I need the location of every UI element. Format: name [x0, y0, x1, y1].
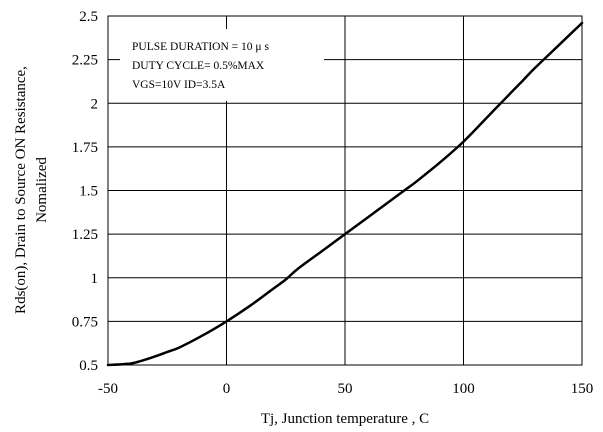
y-axis-label-line-1: Rds(on), Drain to Source ON Resistance,: [13, 66, 29, 314]
y-tick-label: 0.5: [79, 358, 98, 374]
legend-line-1: PULSE DURATION = 10 μ s: [132, 41, 269, 53]
y-tick-label: 1.5: [79, 184, 98, 200]
y-tick-label: 1.25: [72, 227, 98, 243]
y-tick-label: 2: [91, 96, 99, 112]
x-axis-label: Tj, Junction temperature , C: [261, 411, 429, 427]
x-tick-label: 0: [223, 381, 231, 397]
y-tick-label: 0.75: [72, 314, 98, 330]
legend-box: [120, 29, 324, 101]
x-tick-labels: -50 0 50 100 150: [98, 381, 593, 397]
plot-frame: [107, 15, 583, 366]
y-tick-label: 1: [91, 271, 99, 287]
x-tick-label: 100: [452, 381, 475, 397]
x-tick-label: 50: [338, 381, 353, 397]
y-axis-label-line-2: Nomalized: [34, 157, 50, 223]
legend-line-2: DUTY CYCLE= 0.5%MAX: [132, 60, 265, 72]
y-tick-label: 2.5: [79, 9, 98, 25]
y-tick-labels: 0.5 0.75 1 1.25 1.5 1.75 2 2.25 2.5: [72, 9, 98, 374]
y-tick-label: 2.25: [72, 53, 98, 69]
x-tick-label: -50: [98, 381, 118, 397]
legend-line-3: VGS=10V ID=3.5A: [132, 79, 226, 91]
x-tick-label: 150: [571, 381, 594, 397]
series-line: [106, 21, 584, 367]
y-tick-label: 1.75: [72, 140, 98, 156]
